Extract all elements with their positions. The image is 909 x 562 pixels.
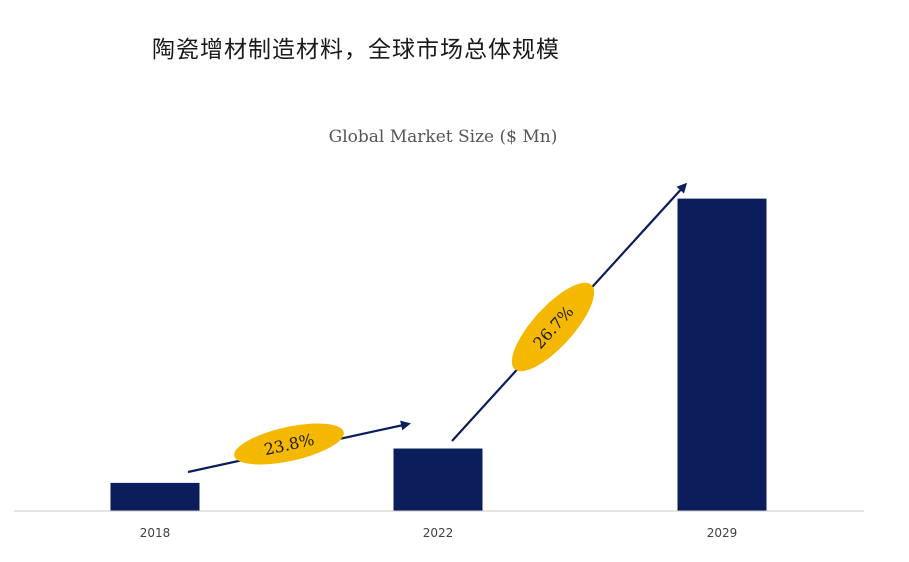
bar-2022 (393, 448, 483, 511)
page-heading: 陶瓷增材制造材料，全球市场总体规模 (152, 37, 560, 63)
chart-title: Global Market Size ($ Mn) (328, 127, 558, 147)
cagr-badge-1 (234, 423, 344, 465)
cagr-badge-2 (511, 282, 595, 372)
x-tick-label-2022: 2022 (423, 526, 454, 540)
bar-2018 (110, 482, 200, 511)
bar-2029 (677, 198, 767, 511)
x-tick-label-2018: 2018 (140, 526, 171, 540)
x-tick-label-2029: 2029 (707, 526, 738, 540)
